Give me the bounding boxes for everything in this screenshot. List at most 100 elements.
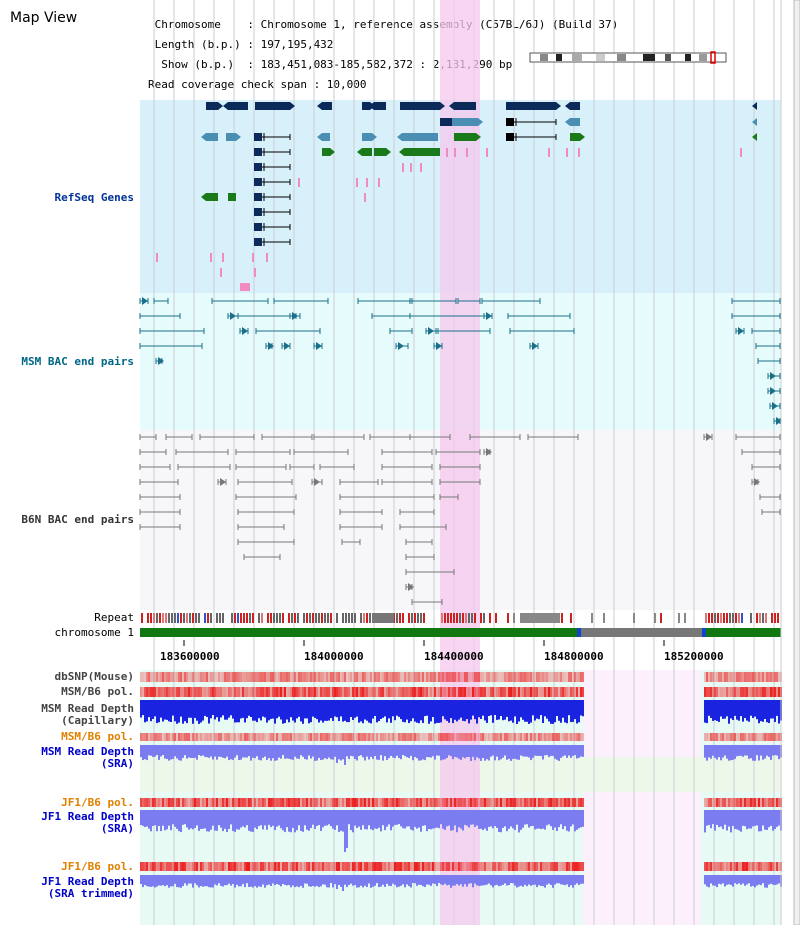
refseq-gene[interactable] [400,102,445,110]
refseq-mark[interactable] [454,148,456,157]
repeat-element[interactable] [303,613,305,623]
bac-end-pair[interactable] [395,342,409,350]
polymorphism-strip[interactable] [140,733,782,741]
refseq-mark[interactable] [222,253,224,262]
repeat-element[interactable] [720,613,722,623]
repeat-element[interactable] [633,613,635,623]
refseq-transcript[interactable] [254,223,291,231]
bac-end-pair[interactable] [405,539,433,545]
repeat-element[interactable] [321,613,323,623]
repeat-element[interactable] [276,613,278,623]
read-depth-plot[interactable] [140,810,782,852]
repeat-element[interactable] [507,613,509,623]
refseq-gene[interactable] [565,102,580,110]
refseq-gene[interactable] [570,133,585,141]
refseq-mark[interactable] [156,253,158,262]
bac-end-pair[interactable] [405,569,455,575]
repeat-element[interactable] [267,613,269,623]
repeat-element[interactable] [654,613,656,623]
repeat-element[interactable] [342,613,344,623]
repeat-element[interactable] [186,613,188,623]
bac-end-pair[interactable] [261,434,313,440]
repeat-element[interactable] [372,613,394,623]
refseq-transcript[interactable] [254,208,291,216]
polymorphism-strip[interactable] [140,798,782,807]
polymorphism-heatmaps[interactable] [140,672,782,871]
refseq-gene[interactable] [506,102,561,110]
track-label-msm-b6-pol[interactable]: MSM/B6 pol. [61,685,134,698]
repeat-element[interactable] [153,613,155,623]
repeat-element[interactable] [561,613,563,623]
refseq-gene[interactable] [357,148,372,156]
repeat-element[interactable] [765,613,767,623]
bac-end-pair[interactable] [439,479,481,485]
bac-end-pair[interactable] [211,298,269,304]
refseq-exon[interactable] [228,193,236,201]
bac-end-pair[interactable] [293,449,349,455]
track-label-msm-depth-capillary[interactable]: MSM Read Depth (Capillary) [41,702,134,727]
repeat-element[interactable] [231,613,233,623]
repeat-element[interactable] [288,613,290,623]
repeat-element[interactable] [351,613,353,623]
repeat-element[interactable] [162,613,164,623]
refseq-mark[interactable] [402,163,404,172]
refseq-transcript[interactable] [254,163,291,171]
repeat-element[interactable] [738,613,740,623]
refseq-gene[interactable] [317,133,330,141]
repeat-element[interactable] [159,613,161,623]
repeat-element[interactable] [762,613,764,623]
repeat-element[interactable] [192,613,194,623]
bac-end-pair[interactable] [767,387,781,395]
repeat-element[interactable] [168,613,170,623]
bac-end-pair[interactable] [165,434,193,440]
repeat-element[interactable] [441,613,443,623]
refseq-mark[interactable] [220,268,222,277]
bac-end-pair[interactable] [767,372,781,380]
bac-end-pair[interactable] [433,342,443,350]
repeat-element[interactable] [684,613,686,623]
bac-end-pair[interactable] [237,524,285,530]
repeat-element[interactable] [423,613,425,623]
repeat-element[interactable] [204,613,206,623]
repeat-element[interactable] [279,613,281,623]
bac-end-pair[interactable] [175,449,229,455]
bac-end-pair[interactable] [389,328,413,334]
bac-end-pair[interactable] [243,554,281,560]
repeat-element[interactable] [327,613,329,623]
track-label-jf1-b6-pol-2[interactable]: JF1/B6 pol. [61,860,134,873]
repeat-element[interactable] [771,613,773,623]
bac-end-pair[interactable] [235,464,287,470]
repeat-track[interactable] [141,613,779,623]
repeat-element[interactable] [474,613,476,623]
refseq-gene[interactable] [226,133,241,141]
bac-end-pair[interactable] [237,539,295,545]
bac-end-pair[interactable] [139,524,181,530]
bac-end-pair[interactable] [139,434,157,440]
repeat-element[interactable] [174,613,176,623]
refseq-gene[interactable] [206,102,223,110]
bac-end-pair[interactable] [751,478,760,486]
bac-end-pair[interactable] [735,327,745,335]
bac-end-pair[interactable] [237,479,293,485]
bac-end-pair[interactable] [483,448,492,456]
repeat-element[interactable] [708,613,710,623]
refseq-mark[interactable] [266,253,268,262]
refseq-mark[interactable] [252,253,254,262]
track-label-refseq[interactable]: RefSeq Genes [54,191,134,204]
refseq-mark[interactable] [548,148,550,157]
bac-end-pair[interactable] [319,464,355,470]
repeat-element[interactable] [741,613,743,623]
repeat-element[interactable] [717,613,719,623]
repeat-element[interactable] [243,613,245,623]
bac-end-pair[interactable] [139,479,179,485]
repeat-element[interactable] [402,613,404,623]
refseq-gene[interactable] [397,133,438,141]
track-label-jf1-depth-sra[interactable]: JF1 Read Depth (SRA) [41,810,134,835]
track-label-b6n-bac[interactable]: B6N BAC end pairs [21,513,134,526]
refseq-transcript[interactable] [254,178,291,186]
refseq-mark[interactable] [378,178,380,187]
bac-end-pair[interactable] [381,464,433,470]
bac-end-pair[interactable] [139,464,171,470]
bac-end-pair[interactable] [757,358,781,364]
repeat-element[interactable] [282,613,284,623]
